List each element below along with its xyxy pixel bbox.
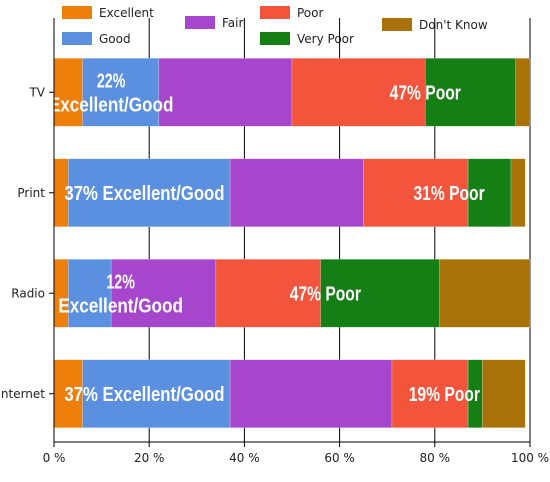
y-tick-label-tv: TV — [28, 85, 45, 99]
bar-internet-excellent — [53, 359, 83, 429]
axes: TV Print Radio Internet 0 % 20 % 40 % 60 % 80 % 1… — [0, 18, 549, 465]
bar-annotation: 31% Poor — [413, 183, 484, 205]
bar-tv-very-poor — [424, 57, 517, 127]
bar-annotation: 37% Excellent/Good — [64, 384, 224, 406]
bar-internet-don-t-know — [482, 359, 526, 429]
legend-label: Fair — [222, 16, 243, 30]
x-tick-label: 60 % — [324, 451, 355, 465]
bar-tv-good — [82, 57, 160, 127]
legend-swatch — [62, 6, 92, 19]
bar-annotation: 22% — [97, 70, 126, 92]
bar-print-very-poor — [467, 158, 512, 228]
x-tick-label: 100 % — [511, 451, 549, 465]
bar-print-fair — [229, 158, 364, 228]
legend-swatch — [382, 18, 412, 31]
y-tick-label-radio: Radio — [11, 286, 45, 300]
bar-annotation: Excellent/Good — [58, 295, 183, 317]
legend-item-excellent: Excellent — [62, 6, 154, 20]
legend-label: Very Poor — [297, 32, 354, 46]
bar-radio-very-poor — [320, 258, 440, 328]
legend-label: Don't Know — [419, 18, 488, 32]
bar-tv-excellent — [53, 57, 83, 127]
bar-print-good — [67, 158, 231, 228]
legend-swatch — [185, 16, 215, 29]
y-tick-label-print: Print — [17, 186, 45, 200]
legend-label: Good — [99, 32, 131, 46]
bar-annotation: Excellent/Good — [49, 94, 174, 116]
bar-internet-fair — [229, 359, 393, 429]
legend: Excellent Good Fair Poor Very Poor Don't Know — [62, 6, 488, 46]
legend-label: Excellent — [99, 6, 154, 20]
legend-swatch — [62, 32, 92, 45]
bar-annotation: 12% — [106, 271, 135, 293]
legend-label: Poor — [297, 6, 323, 20]
bar-tv-fair — [158, 57, 293, 127]
bar-radio-don-t-know — [439, 258, 531, 328]
bar-annotation: 37% Excellent/Good — [64, 183, 224, 205]
bar-tv-poor — [291, 57, 426, 127]
y-tick-label-internet: Internet — [0, 387, 45, 401]
bar-print-poor — [363, 158, 469, 228]
bar-internet-good — [82, 359, 231, 429]
x-tick-label: 0 % — [43, 451, 66, 465]
bar-radio-poor — [215, 258, 321, 328]
x-tick-label: 20 % — [134, 451, 165, 465]
legend-item-fair: Fair — [185, 16, 243, 30]
x-tick-label: 80 % — [420, 451, 451, 465]
legend-item-don-t-know: Don't Know — [382, 18, 488, 32]
bar-radio-good — [67, 258, 112, 328]
bar-internet-poor — [391, 359, 469, 429]
bar-annotation: 47% Poor — [390, 82, 461, 104]
bar-annotation: 47% Poor — [290, 283, 361, 305]
legend-swatch — [260, 6, 290, 19]
bars — [53, 57, 531, 429]
x-tick-label: 40 % — [229, 451, 260, 465]
bar-print-don-t-know — [510, 158, 526, 228]
legend-item-poor: Poor — [260, 6, 323, 20]
legend-swatch — [260, 32, 290, 45]
bar-tv-don-t-know — [515, 57, 531, 127]
legend-item-good: Good — [62, 32, 131, 46]
bar-radio-fair — [110, 258, 217, 328]
bar-annotation: 19% Poor — [409, 384, 480, 406]
